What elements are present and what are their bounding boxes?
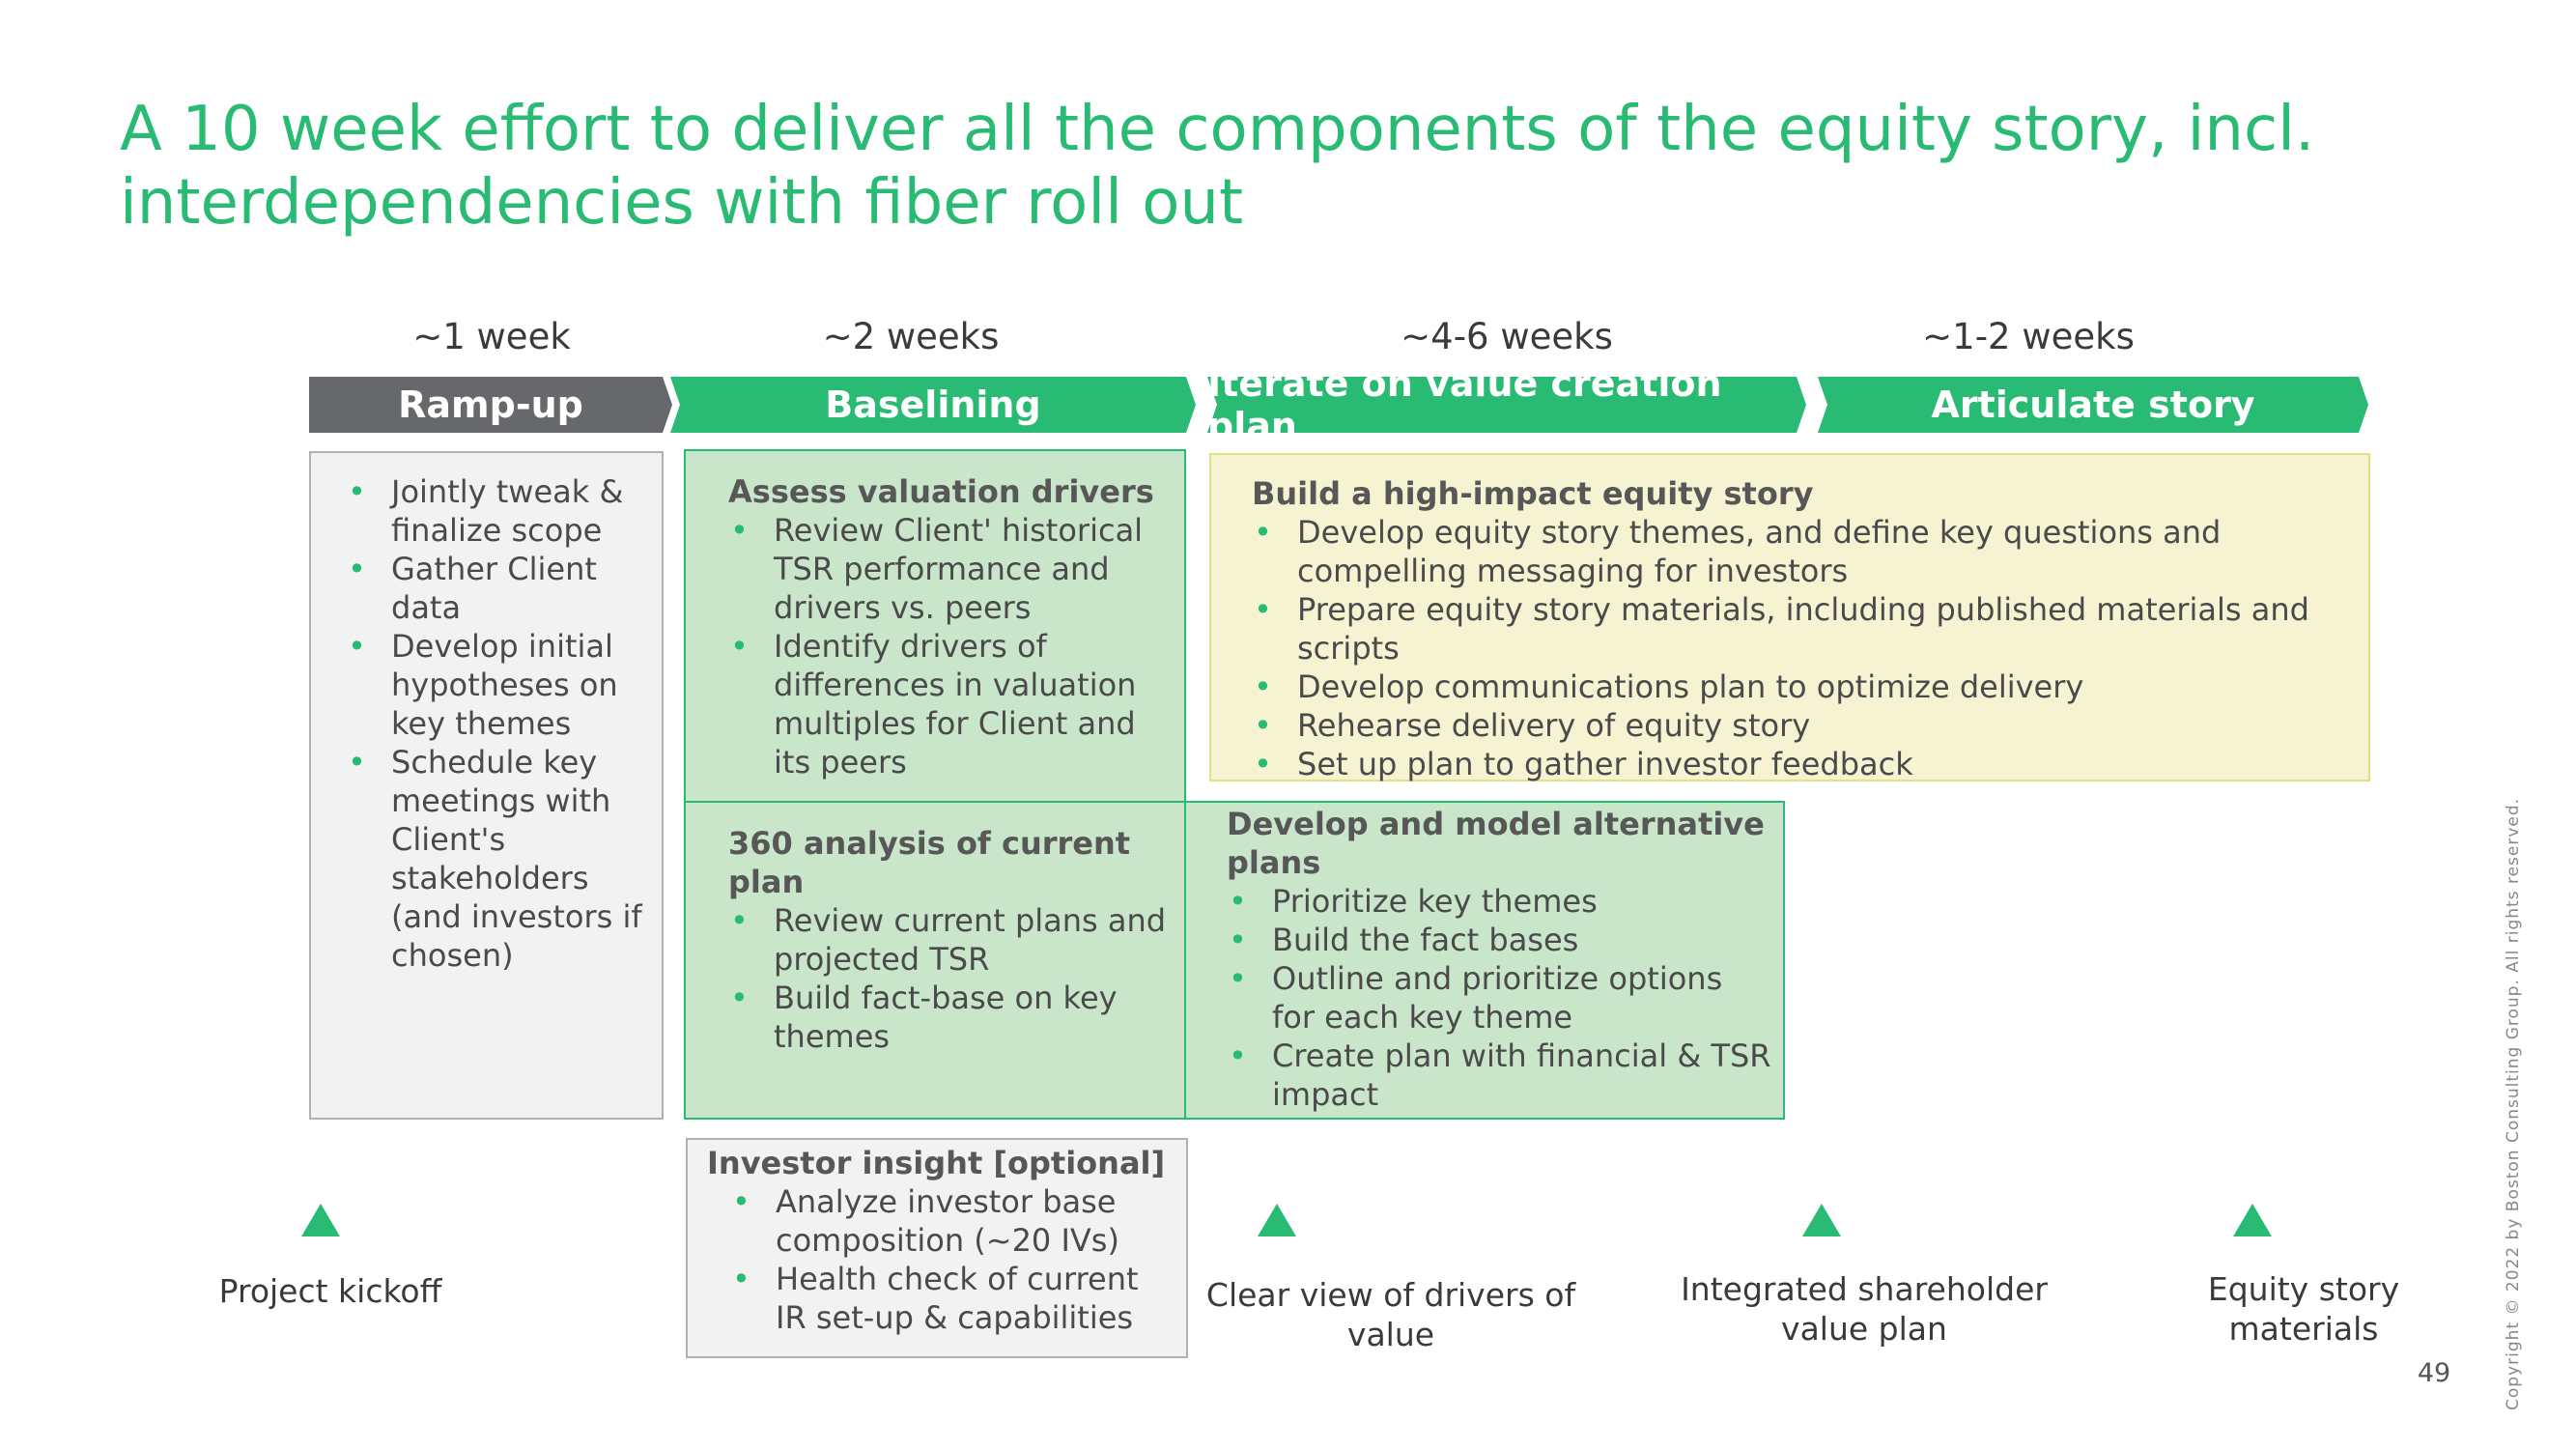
list-item: • Health check of current IR set-up & cap… <box>732 1261 1139 1336</box>
bullet-dot-icon: • <box>1254 514 1272 551</box>
bullet-dot-icon: • <box>1229 883 1247 920</box>
list-item: • Create plan with financial & TSR impact <box>1229 1037 1771 1113</box>
phase-iterate: Iterate on value creation plan <box>1207 362 1806 447</box>
rampup-activities-box: • Jointly tweak & finalize scope • Gather … <box>309 451 664 1120</box>
bullet-dot-icon: • <box>348 473 366 510</box>
phase-chevron-shape <box>1207 377 1806 433</box>
triangle-milestone-icon <box>1802 1204 1841 1236</box>
phase-chevron-shape <box>309 377 672 433</box>
alternative-plans-box: Develop and model alternative plans • Pri… <box>1184 801 1785 1120</box>
bullet-dot-icon: • <box>730 512 749 549</box>
phase-label-rampup: Ramp-up <box>398 384 583 426</box>
page-title: A 10 week effort to deliver all the comp… <box>120 94 2315 239</box>
valuation-bullet-list: • Review Client' historical TSR performan… <box>728 511 1175 781</box>
bullet-dot-icon: • <box>1254 591 1272 628</box>
list-item: • Review Client' historical TSR performan… <box>730 512 1144 626</box>
alternative-plans-title: Develop and model alternative plans <box>1227 806 1765 881</box>
bullet-dot-icon: • <box>1229 922 1247 958</box>
bullet-dot-icon: • <box>730 902 749 939</box>
list-item: • Set up plan to gather investor feedback <box>1254 746 1913 782</box>
copyright-notice: Copyright © 2022 by Boston Consulting Gr… <box>2504 797 2523 1410</box>
milestone-equity-story-materials: Equity story materials <box>2207 1270 2400 1348</box>
phase-label-baselining: Baselining <box>825 384 1041 426</box>
bullet-dot-icon: • <box>348 551 366 587</box>
phase-label-articulate: Articulate story <box>1931 384 2255 426</box>
list-item: • Schedule key meetings with Client's sta… <box>348 744 642 974</box>
list-item: • Prioritize key themes <box>1229 883 1598 920</box>
phase-chevron-shape <box>1818 377 2368 433</box>
analysis-bullet-list: • Review current plans and projected TSR … <box>728 901 1175 1056</box>
phase-label-iterate: Iterate on value creation plan <box>1207 362 1722 447</box>
list-item: • Build the fact bases <box>1229 922 1579 958</box>
investor-insight-box: Investor insight [optional] • Analyze inv… <box>686 1138 1188 1358</box>
phase-baselining: Baselining <box>670 377 1196 433</box>
milestone-project-kickoff: Project kickoff <box>218 1272 442 1310</box>
list-item: • Develop communications plan to optimize… <box>1254 668 2084 705</box>
bullet-dot-icon: • <box>348 628 366 665</box>
duration-baselining: ~2 weeks <box>822 316 1000 357</box>
list-item: • Develop equity story themes, and define… <box>1254 514 2222 589</box>
list-item: • Review current plans and projected TSR <box>730 902 1167 978</box>
bullet-dot-icon: • <box>348 744 366 781</box>
list-item: • Develop initial hypotheses on key theme… <box>348 628 618 742</box>
bullet-dot-icon: • <box>1254 668 1272 705</box>
list-item: • Outline and prioritize options for each… <box>1229 960 1723 1036</box>
valuation-drivers-box: Assess valuation drivers • Review Client'… <box>684 449 1186 803</box>
list-item: • Analyze investor base composition (~20 … <box>732 1183 1119 1259</box>
list-item: • Identify drivers of differences in valu… <box>730 628 1137 781</box>
rampup-bullet-list: • Jointly tweak & finalize scope • Gather … <box>346 472 652 975</box>
investor-bullet-list: • Analyze investor base composition (~20 … <box>730 1182 1176 1337</box>
current-plan-analysis-title: 360 analysis of current plan <box>728 825 1131 900</box>
bullet-dot-icon: • <box>730 980 749 1016</box>
duration-iterate: ~4-6 weeks <box>1401 316 1613 357</box>
list-item: • Rehearse delivery of equity story <box>1254 707 1811 744</box>
bullet-dot-icon: • <box>1229 1037 1247 1074</box>
page-number: 49 <box>2417 1358 2451 1388</box>
duration-rampup: ~1 week <box>412 316 571 357</box>
list-item: • Jointly tweak & finalize scope <box>348 473 624 549</box>
triangle-milestone-icon <box>301 1204 340 1236</box>
bullet-dot-icon: • <box>732 1261 750 1297</box>
phase-chevron-shape <box>670 377 1196 433</box>
investor-insight-title: Investor insight [optional] <box>707 1145 1166 1181</box>
bullet-dot-icon: • <box>1254 707 1272 744</box>
bullet-dot-icon: • <box>1254 746 1272 782</box>
milestone-shareholder-value-plan: Integrated shareholder value plan <box>1681 1270 2048 1348</box>
equity-bullet-list: • Develop equity story themes, and define… <box>1252 513 2359 783</box>
alternative-bullet-list: • Prioritize key themes • Build the fact b… <box>1227 882 1773 1114</box>
list-item: • Prepare equity story materials, includi… <box>1254 591 2309 667</box>
equity-story-title: Build a high-impact equity story <box>1252 475 1814 512</box>
current-plan-analysis-box: 360 analysis of current plan • Review cur… <box>684 801 1186 1120</box>
list-item: • Build fact-base on key themes <box>730 980 1118 1055</box>
phase-rampup: Ramp-up <box>309 377 672 433</box>
triangle-milestone-icon <box>2233 1204 2272 1236</box>
bullet-dot-icon: • <box>732 1183 750 1220</box>
triangle-milestone-icon <box>1258 1204 1296 1236</box>
list-item: • Gather Client data <box>348 551 597 626</box>
phase-articulate: Articulate story <box>1818 377 2368 433</box>
duration-articulate: ~1-2 weeks <box>1922 316 2135 357</box>
milestone-drivers-of-value: Clear view of drivers of value <box>1205 1276 1576 1353</box>
equity-story-box: Build a high-impact equity story • Develo… <box>1209 453 2370 783</box>
bullet-dot-icon: • <box>730 628 749 665</box>
valuation-drivers-title: Assess valuation drivers <box>728 473 1154 510</box>
bullet-dot-icon: • <box>1229 960 1247 997</box>
